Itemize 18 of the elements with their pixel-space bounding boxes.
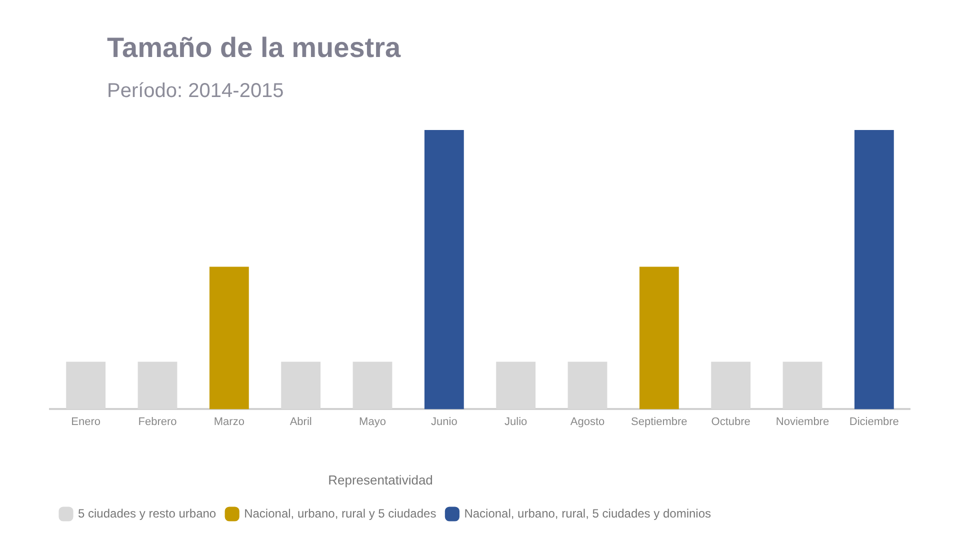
x-tick-label: Febrero xyxy=(138,416,177,428)
x-tick-label: Noviembre xyxy=(776,416,830,428)
x-tick-label: Enero xyxy=(71,416,101,428)
legend-label: Nacional, urbano, rural, 5 ciudades y dominios xyxy=(464,506,712,520)
chart-title: Tamaño de la muestra xyxy=(107,32,401,64)
x-tick-label: Julio xyxy=(504,416,528,428)
legend-title: Representatividad xyxy=(328,472,433,488)
x-tick-label: Abril xyxy=(290,416,312,428)
x-tick-label: Octubre xyxy=(711,416,750,428)
x-tick-label: Mayo xyxy=(359,416,386,428)
x-tick-label: Junio xyxy=(431,416,458,428)
legend-label: Nacional, urbano, rural y 5 ciudades xyxy=(244,506,436,520)
x-tick-label: Marzo xyxy=(214,416,244,428)
x-tick-label: Agosto xyxy=(570,416,605,428)
chart-subtitle: Período: 2014-2015 xyxy=(107,80,284,103)
legend-label: 5 ciudades y resto urbano xyxy=(78,506,216,520)
x-tick-label: Septiembre xyxy=(631,416,688,428)
x-tick-label: Diciembre xyxy=(849,416,899,428)
